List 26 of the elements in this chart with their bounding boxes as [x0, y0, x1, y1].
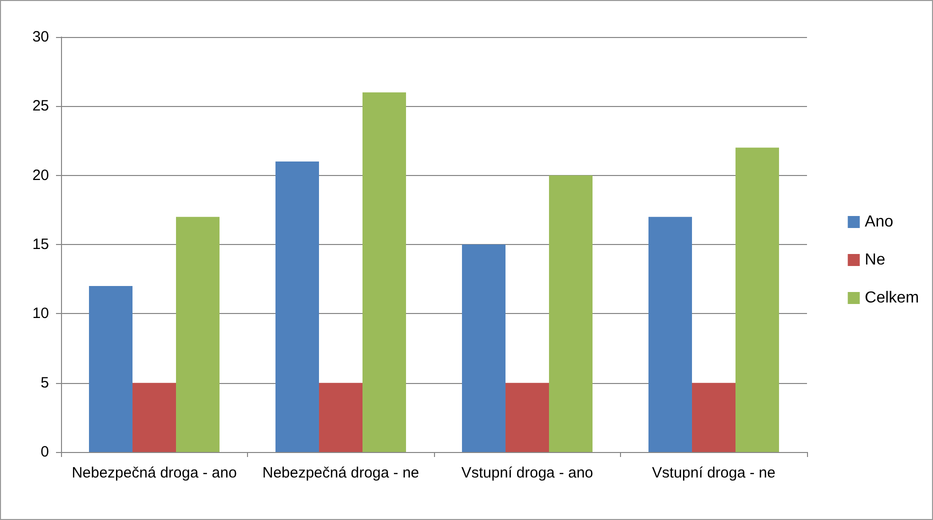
bar: [318, 382, 363, 452]
x-tick-label: Vstupní droga - ne: [652, 464, 776, 482]
bar: [549, 175, 593, 452]
bar: [88, 286, 132, 452]
y-tick-label: 0: [40, 444, 49, 460]
bar: [648, 216, 692, 452]
bar: [736, 148, 780, 452]
bar: [132, 382, 176, 452]
x-tick-label: Nebezpečná droga - ne: [262, 464, 420, 482]
y-tick-label: 20: [32, 166, 49, 184]
bar: [176, 216, 220, 452]
y-tick-label: 25: [32, 98, 49, 115]
y-tick-label: 10: [32, 305, 49, 322]
bar: [505, 382, 550, 452]
bar: [362, 92, 406, 452]
bar: [462, 244, 506, 452]
y-tick-label: 5: [40, 374, 49, 392]
legend-label: Ne: [864, 252, 886, 268]
bar: [692, 382, 736, 452]
x-tick-label: Nebezpečná droga - ano: [72, 464, 237, 482]
bar: [275, 162, 319, 452]
y-tick-label: 30: [32, 28, 49, 46]
x-tick-label: Vstupní droga - ano: [461, 464, 594, 482]
legend-label: Ano: [864, 214, 894, 230]
y-tick-label: 15: [32, 236, 49, 253]
legend-label: Celkem: [864, 290, 919, 306]
